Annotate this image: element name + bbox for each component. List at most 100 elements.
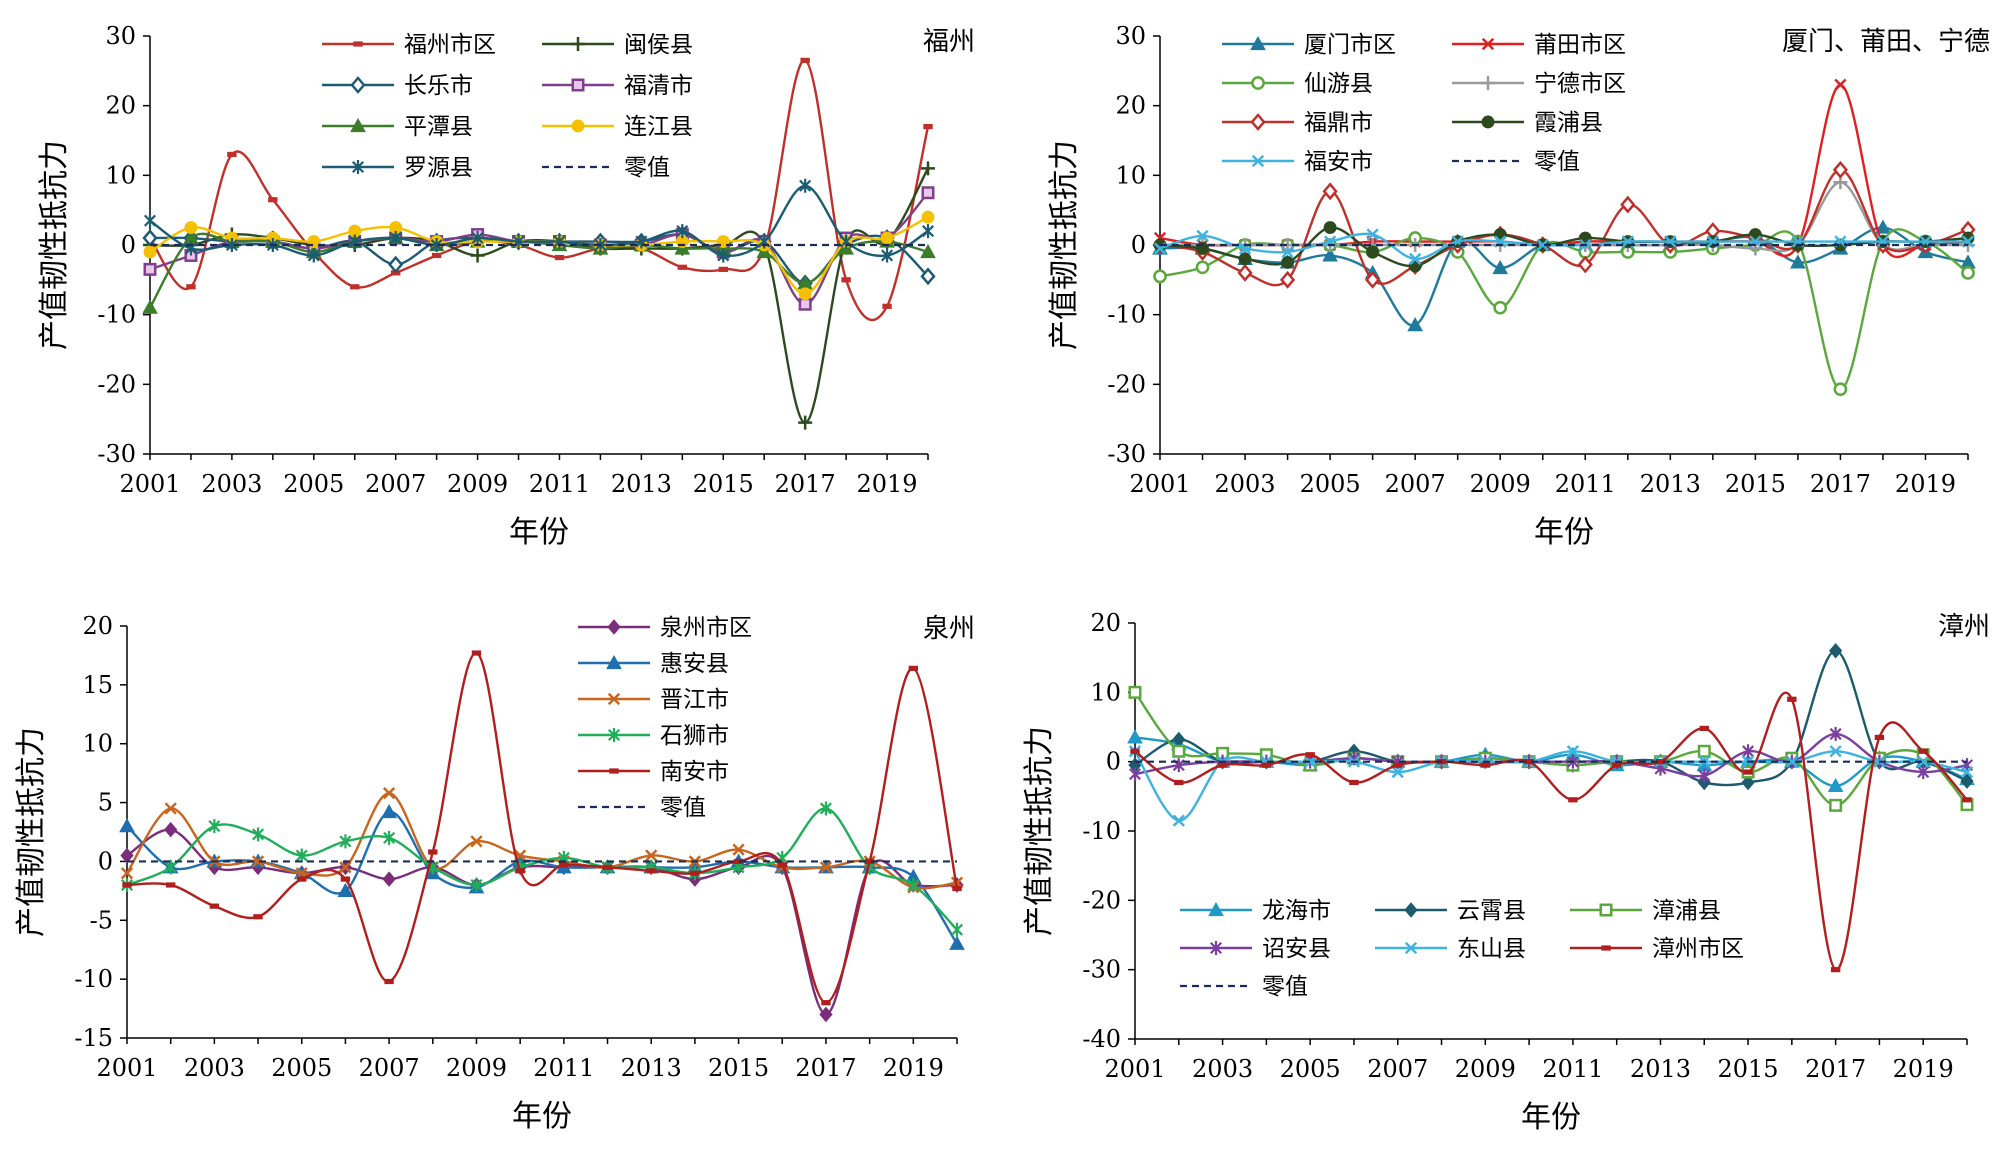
- series-point: [1323, 221, 1337, 235]
- x-tick-label: 2009: [446, 1054, 507, 1082]
- legend-label: 零值: [624, 155, 670, 181]
- legend-marker: [1404, 941, 1418, 955]
- series-point: [1917, 755, 1930, 768]
- series-point: [777, 862, 787, 868]
- legend-label: 零值: [660, 795, 706, 821]
- series-point: [1829, 726, 1842, 741]
- series-point: [799, 178, 812, 193]
- series-point: [382, 787, 396, 800]
- y-tick-label: 20: [82, 612, 113, 640]
- series-point: [1196, 229, 1209, 243]
- x-tick-label: 2007: [1367, 1055, 1428, 1083]
- series-point: [921, 210, 935, 224]
- series-point: [120, 867, 134, 880]
- series-point: [208, 819, 221, 834]
- x-tick-label: 2019: [1895, 470, 1956, 498]
- series-point: [923, 123, 933, 130]
- series-point: [184, 221, 198, 235]
- series-group-5: [1130, 691, 1972, 973]
- series-point: [470, 248, 485, 263]
- series-point: [1829, 745, 1842, 758]
- x-tick-label: 2013: [621, 1054, 682, 1082]
- legend-label: 莆田市区: [1534, 32, 1626, 58]
- series-point: [1697, 744, 1711, 758]
- legend-item: 莆田市区: [1452, 32, 1626, 58]
- series-point: [1365, 270, 1381, 289]
- x-tick-label: 2017: [1805, 1055, 1866, 1083]
- legend-marker: [1481, 115, 1495, 129]
- legend-marker: [1481, 76, 1495, 90]
- legend-item: 厦门市区: [1222, 32, 1396, 58]
- series-point: [798, 297, 812, 311]
- series-point: [1217, 762, 1228, 768]
- series-point: [164, 821, 178, 838]
- series-point: [428, 849, 438, 855]
- y-tick-label: -10: [74, 965, 113, 993]
- legend-marker: [1481, 37, 1495, 51]
- series-point: [251, 855, 265, 868]
- series-line: [126, 651, 959, 1004]
- series-point: [1875, 219, 1891, 234]
- y-tick-label: 10: [82, 730, 113, 758]
- series-point: [1962, 797, 1972, 803]
- x-tick-label: 2019: [883, 1054, 944, 1082]
- legend-marker: [1250, 35, 1266, 51]
- series-point: [1366, 245, 1380, 259]
- legend-item: 晋江市: [578, 687, 729, 713]
- legend-marker: [1251, 76, 1265, 90]
- series-point: [1281, 245, 1294, 259]
- legend-marker: [1601, 945, 1611, 951]
- series-point: [382, 871, 396, 887]
- series-group-1: [1128, 642, 1974, 791]
- x-tick-label: 2005: [1300, 470, 1361, 498]
- series-point: [384, 978, 394, 985]
- y-tick-label: 0: [1131, 231, 1146, 259]
- series-point: [1304, 755, 1317, 768]
- legend-marker: [571, 37, 585, 51]
- y-tick-label: -20: [97, 370, 136, 398]
- series-point: [1322, 247, 1338, 262]
- series-point: [880, 231, 894, 245]
- legend-label: 霞浦县: [1534, 110, 1603, 136]
- legend-item: 闽侯县: [542, 32, 693, 58]
- legend-label: 厦门市区: [1304, 32, 1396, 58]
- series-group-5: [1153, 221, 1975, 273]
- y-tick-label: 15: [82, 671, 113, 699]
- legend-item: 惠安县: [578, 651, 729, 677]
- legend-item: 诏安县: [1180, 936, 1331, 962]
- x-tick-label: 2019: [1893, 1055, 1954, 1083]
- series-point: [1407, 317, 1424, 332]
- x-tick-label: 2013: [611, 470, 672, 498]
- series-point: [142, 299, 158, 314]
- series-point: [920, 267, 936, 286]
- series-group-6: [143, 178, 935, 263]
- legend-label: 罗源县: [404, 155, 473, 181]
- series-point: [881, 248, 894, 263]
- y-tick-label: -10: [1107, 301, 1146, 329]
- y-tick-label: 20: [1115, 92, 1146, 120]
- series-point: [515, 868, 525, 874]
- series-point: [1960, 765, 1974, 779]
- legend-item: 罗源县: [322, 155, 473, 181]
- series-point: [1568, 797, 1578, 803]
- series-point: [1832, 160, 1849, 179]
- legend-label: 惠安县: [660, 651, 729, 677]
- series-point: [430, 238, 443, 252]
- series-point: [1834, 78, 1847, 91]
- series-point: [1127, 729, 1143, 744]
- series-line: [1134, 691, 1968, 971]
- series-group-2: [1128, 685, 1974, 812]
- y-axis-title: 产值韧性抵抗力: [1047, 140, 1082, 350]
- y-axis-title: 产值韧性抵抗力: [37, 140, 72, 350]
- y-tick-label: 20: [105, 92, 136, 120]
- panel-region-label: 泉州: [923, 614, 975, 644]
- y-tick-label: 0: [121, 231, 136, 259]
- series-line: [1133, 750, 1968, 822]
- legend-label: 闽侯县: [624, 32, 693, 58]
- legend-item: 平潭县: [322, 114, 473, 140]
- y-tick-label: 5: [98, 789, 113, 817]
